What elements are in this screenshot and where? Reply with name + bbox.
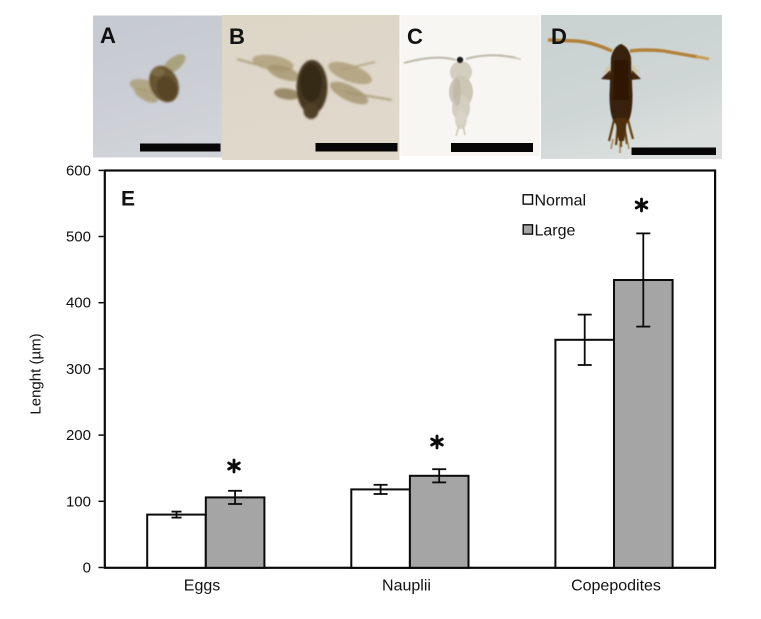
svg-text:C: C <box>407 24 423 49</box>
svg-text:500: 500 <box>66 229 91 246</box>
svg-text:E: E <box>121 188 135 211</box>
svg-text:Nauplii: Nauplii <box>382 578 431 595</box>
svg-text:400: 400 <box>66 295 91 312</box>
svg-text:Large: Large <box>535 222 576 239</box>
svg-text:Normal: Normal <box>535 192 587 209</box>
svg-text:600: 600 <box>66 162 91 179</box>
svg-text:Eggs: Eggs <box>184 578 220 595</box>
svg-text:0: 0 <box>83 560 91 577</box>
svg-text:Copepodites: Copepodites <box>571 578 661 595</box>
svg-text:B: B <box>229 24 245 49</box>
svg-text:200: 200 <box>66 427 91 444</box>
svg-text:Lenght (µm): Lenght (µm) <box>28 333 45 414</box>
svg-text:300: 300 <box>66 361 91 378</box>
svg-text:100: 100 <box>66 493 91 510</box>
svg-text:D: D <box>551 24 567 49</box>
svg-text:A: A <box>100 23 116 48</box>
